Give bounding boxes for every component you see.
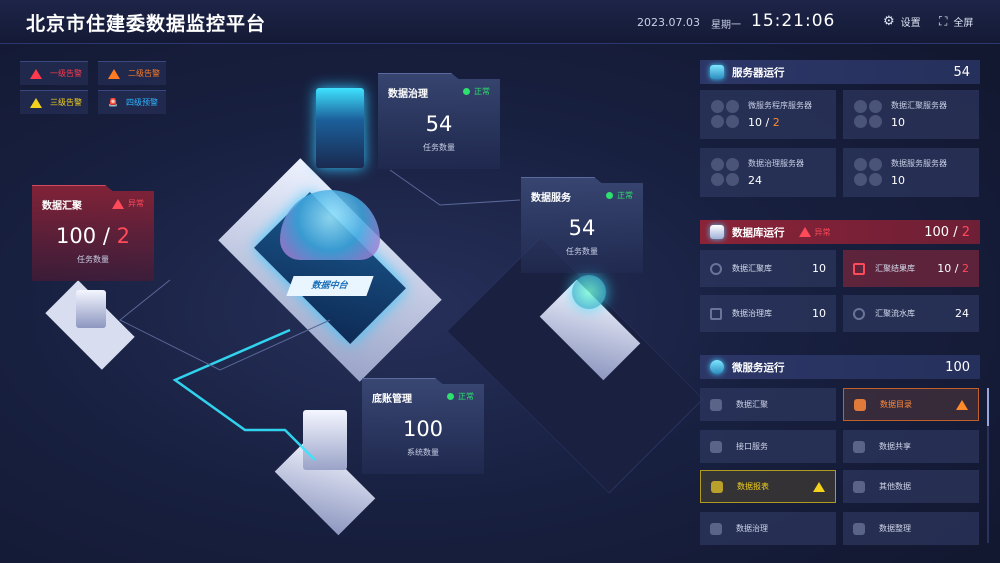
ms-item[interactable]: 其他数据 — [843, 470, 979, 503]
ms-item[interactable]: 数据汇聚 — [700, 388, 836, 421]
clover-icon — [854, 158, 882, 186]
clover-icon — [854, 100, 882, 128]
service-icon — [710, 398, 722, 411]
server-item[interactable]: 数据汇聚服务器 10 — [843, 90, 979, 139]
card-status: 正常 — [447, 391, 474, 402]
loop-icon — [853, 307, 865, 320]
card-label: 任务数量 — [566, 247, 598, 256]
aggregation-card[interactable]: 数据汇聚 异常 100 / 2 任务数量 — [32, 185, 154, 281]
card-value: 54 — [425, 112, 453, 136]
card-status: 异常 — [112, 198, 144, 209]
microservices-header: 微服务运行 100 — [700, 355, 980, 379]
fullscreen-button[interactable]: ⛶ 全屏 — [939, 14, 973, 29]
page-title: 北京市住建委数据监控平台 — [26, 13, 267, 35]
warning-icon — [108, 68, 120, 79]
alert-level-1[interactable]: 一级告警 — [20, 61, 88, 85]
fullscreen-icon: ⛶ — [939, 14, 948, 28]
warning-icon — [30, 97, 42, 108]
alert-label: 三级告警 — [50, 98, 82, 107]
service-icon — [710, 522, 722, 535]
db-item[interactable]: 汇聚结果库 10 / 2 — [843, 250, 979, 287]
ledger-card[interactable]: 底账管理 正常 100 系统数量 — [362, 378, 484, 474]
alert-level-4[interactable]: 🚨 四级预警 — [98, 90, 166, 114]
warning-icon — [813, 481, 825, 492]
date: 2023.07.03 — [637, 16, 700, 29]
server-item[interactable]: 数据治理服务器 24 — [700, 148, 836, 197]
alert-level-3[interactable]: 三级告警 — [20, 90, 88, 114]
settings-label: 设置 — [900, 18, 921, 29]
service-icon — [853, 480, 865, 493]
warning-icon — [798, 227, 811, 237]
ms-item[interactable]: 接口服务 — [700, 430, 836, 463]
service-icon — [711, 480, 723, 493]
service-icon — [710, 440, 722, 453]
hub-icon — [710, 262, 722, 275]
card-title: 数据汇聚 — [42, 201, 82, 212]
card-value: 100 — [402, 417, 444, 441]
card-label: 任务数量 — [77, 255, 109, 264]
servers-total: 54 — [953, 64, 970, 80]
alert-label: 一级告警 — [50, 69, 82, 78]
server-icon — [710, 65, 724, 79]
card-title: 底账管理 — [372, 394, 412, 405]
service-card[interactable]: 数据服务 正常 54 任务数量 — [521, 177, 643, 273]
fullscreen-label: 全屏 — [953, 18, 974, 29]
warning-icon — [112, 198, 124, 209]
monitor-icon — [853, 262, 865, 275]
governance-card[interactable]: 数据治理 正常 54 任务数量 — [378, 73, 500, 169]
ms-item[interactable]: 数据共享 — [843, 430, 979, 463]
db-item[interactable]: 汇聚流水库 24 — [843, 295, 979, 332]
card-title: 数据治理 — [388, 89, 428, 100]
header: 北京市住建委数据监控平台 2023.07.03 星期一 15:21:06 ⚙ 设置… — [0, 0, 1000, 44]
cube-icon — [710, 360, 724, 374]
gear-icon: ⚙ — [883, 14, 895, 29]
alert-label: 四级预警 — [125, 98, 158, 107]
scrollbar-thumb[interactable] — [987, 388, 989, 426]
service-icon — [853, 522, 865, 535]
db-item[interactable]: 数据治理库 10 — [700, 295, 836, 332]
alert-label: 二级告警 — [128, 69, 160, 78]
card-label: 任务数量 — [423, 143, 455, 152]
database-icon — [710, 225, 724, 239]
ms-item[interactable]: 数据治理 — [700, 512, 836, 545]
server-item[interactable]: 微服务程序服务器 10 / 2 — [700, 90, 836, 139]
ms-item[interactable]: 数据整理 — [843, 512, 979, 545]
server-item[interactable]: 数据服务服务器 10 — [843, 148, 979, 197]
service-icon — [854, 398, 866, 411]
clock: 15:21:06 — [751, 11, 836, 31]
scrollbar[interactable] — [987, 388, 989, 543]
alert-level-2[interactable]: 二级告警 — [98, 61, 166, 85]
card-value: 100 / 2 — [56, 224, 130, 248]
servers-header: 服务器运行 54 — [700, 60, 980, 84]
db-item[interactable]: 数据汇聚库 10 — [700, 250, 836, 287]
database-header: 数据库运行 异常 100 / 2 — [700, 220, 980, 244]
settings-button[interactable]: ⚙ 设置 — [883, 14, 921, 29]
card-status: 正常 — [463, 86, 490, 97]
card-value: 54 — [568, 216, 596, 240]
card-title: 数据服务 — [531, 193, 571, 204]
status-dot — [447, 393, 454, 400]
clover-icon — [711, 158, 739, 186]
clover-icon — [711, 100, 739, 128]
card-status: 正常 — [606, 190, 633, 201]
card-label: 系统数量 — [407, 448, 439, 457]
rack-icon — [710, 307, 722, 320]
siren-icon: 🚨 — [108, 98, 118, 107]
warning-icon — [30, 68, 42, 79]
status-dot — [606, 192, 613, 199]
ms-item[interactable]: 数据报表 — [700, 470, 836, 503]
status-dot — [463, 88, 470, 95]
service-icon — [853, 440, 865, 453]
weekday: 星期一 — [711, 20, 741, 31]
ms-item[interactable]: 数据目录 — [843, 388, 979, 421]
warning-icon — [956, 399, 968, 410]
